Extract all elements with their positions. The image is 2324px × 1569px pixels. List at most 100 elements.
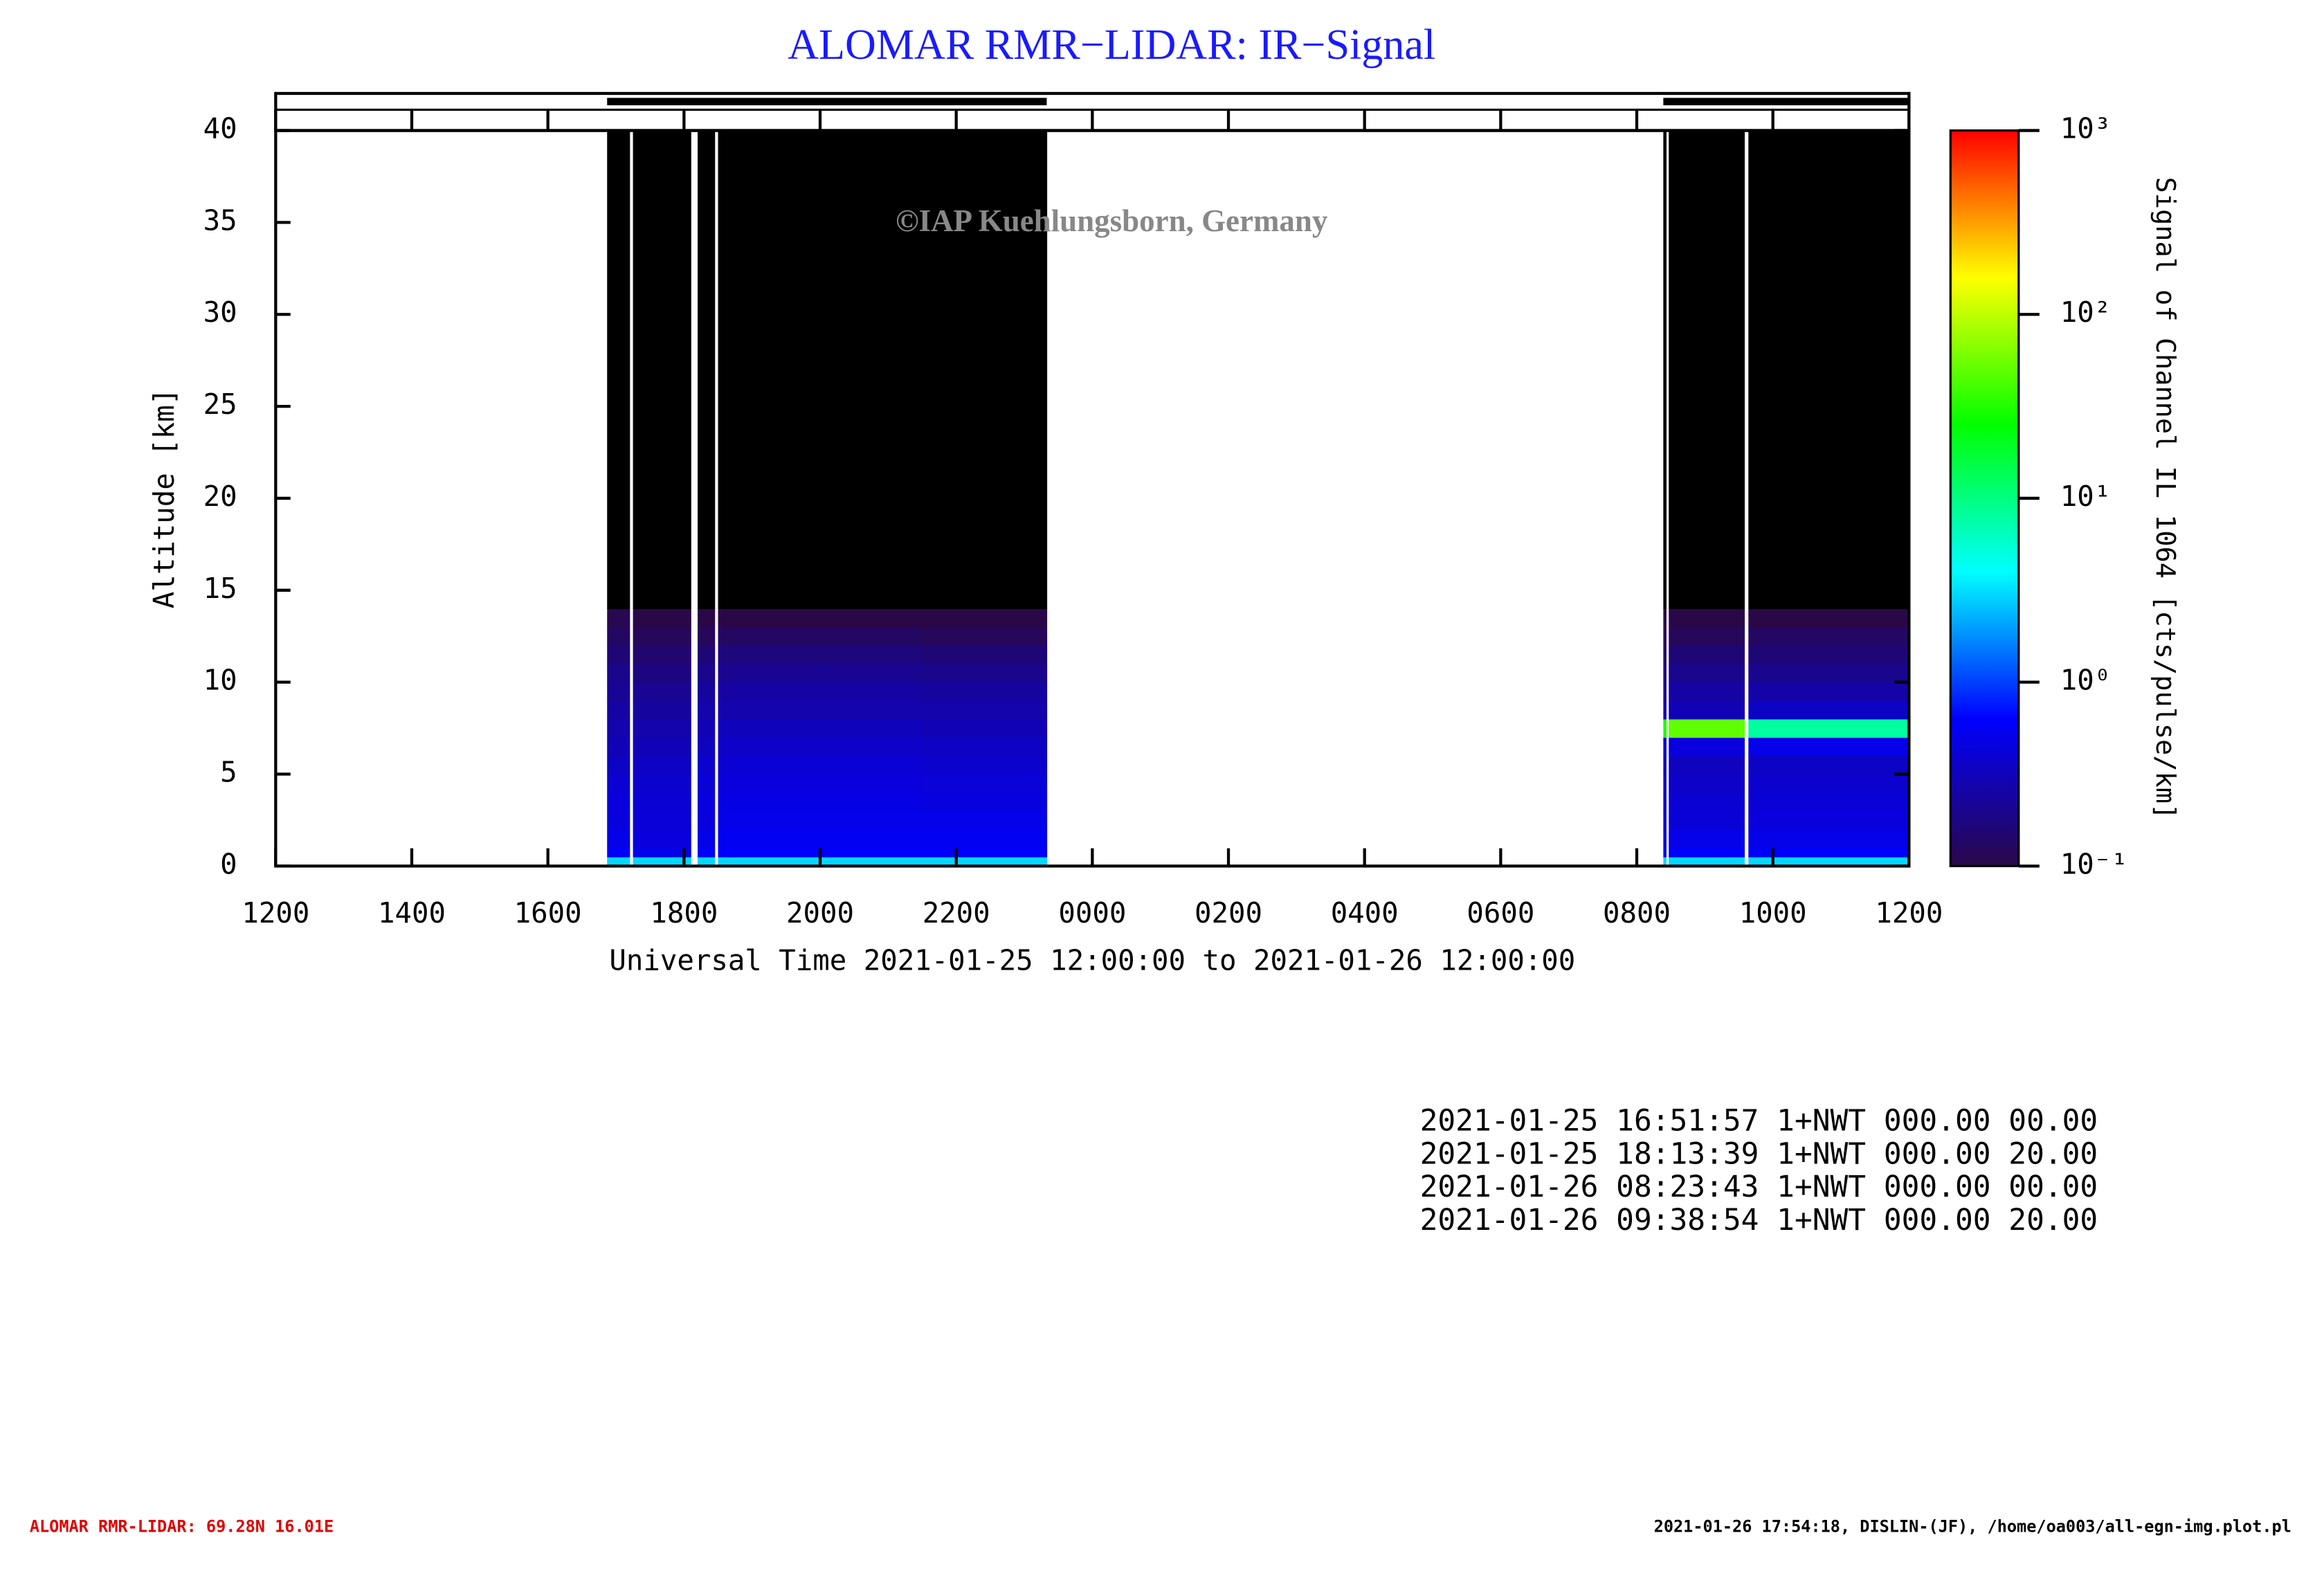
heat-cell bbox=[607, 755, 630, 775]
info-line: 2021-01-26 09:38:54 1+NWT 000.00 20.00 bbox=[1420, 1203, 2098, 1237]
y-tick-label: 5 bbox=[220, 755, 237, 788]
y-axis-label: Altitude [km] bbox=[147, 388, 181, 609]
heat-cell bbox=[820, 682, 923, 701]
heat-cell bbox=[1669, 626, 1745, 646]
heat-cell bbox=[820, 737, 923, 756]
heat-cell bbox=[633, 755, 691, 775]
heat-cell bbox=[718, 792, 821, 812]
heat-cell bbox=[1669, 810, 1745, 830]
heat-cell bbox=[820, 645, 923, 664]
heat-cell bbox=[633, 829, 691, 849]
heat-cell bbox=[698, 682, 716, 701]
heat-cell bbox=[607, 718, 630, 738]
heat-cell bbox=[1663, 755, 1667, 775]
heat-cell bbox=[633, 682, 691, 701]
y-tick-label: 20 bbox=[203, 480, 237, 513]
heat-cell bbox=[922, 130, 1048, 610]
y-tick-label: 15 bbox=[203, 572, 237, 605]
heat-cell bbox=[718, 810, 821, 830]
heat-cell bbox=[1669, 130, 1745, 610]
heat-cell bbox=[1663, 682, 1667, 701]
heat-cell bbox=[698, 130, 716, 610]
heat-cell bbox=[922, 847, 1048, 858]
x-tick-label: 2200 bbox=[923, 896, 990, 929]
heat-cell bbox=[633, 737, 691, 756]
heat-cell bbox=[718, 847, 821, 858]
heat-cell bbox=[1663, 737, 1667, 756]
heat-cell bbox=[1748, 718, 1909, 738]
x-tick-label: 2000 bbox=[786, 896, 854, 929]
heat-cell bbox=[607, 645, 630, 664]
chart-title: ALOMAR RMR−LIDAR: IR−Signal bbox=[788, 21, 1435, 69]
heat-cell bbox=[1748, 608, 1909, 628]
heat-cell bbox=[820, 130, 923, 610]
x-tick-label: 1200 bbox=[1875, 896, 1943, 929]
colorbar-tick-label: 10² bbox=[2060, 296, 2111, 329]
heat-cell bbox=[1748, 857, 1909, 867]
heat-cell bbox=[1748, 847, 1909, 858]
heat-cell bbox=[607, 608, 630, 628]
x-tick-label: 0200 bbox=[1195, 896, 1262, 929]
period-bar bbox=[1663, 98, 1909, 106]
heat-cell bbox=[1748, 700, 1909, 720]
x-tick-label: 0600 bbox=[1467, 896, 1534, 929]
heat-cell bbox=[922, 810, 1048, 830]
period-bar bbox=[607, 98, 1047, 106]
heat-cell bbox=[820, 847, 923, 858]
colorbar-tick-label: 10⁻¹ bbox=[2060, 847, 2128, 880]
heat-cell bbox=[1663, 792, 1667, 812]
heat-cell bbox=[633, 664, 691, 683]
heat-cell bbox=[607, 664, 630, 683]
heat-cell bbox=[698, 755, 716, 775]
heat-cell bbox=[922, 857, 1048, 867]
y-tick-label: 30 bbox=[203, 296, 237, 329]
x-tick-label: 1600 bbox=[514, 896, 582, 929]
heat-cell bbox=[607, 810, 630, 830]
heat-cell bbox=[1748, 682, 1909, 701]
heat-cell bbox=[633, 130, 691, 610]
heat-cell bbox=[718, 626, 821, 646]
heat-cell bbox=[1748, 792, 1909, 812]
heat-cell bbox=[718, 718, 821, 738]
heat-cell bbox=[607, 737, 630, 756]
heat-cell bbox=[1748, 664, 1909, 683]
heat-cell bbox=[1663, 847, 1667, 858]
heat-cell bbox=[718, 130, 821, 610]
heat-cell bbox=[718, 774, 821, 793]
heat-cell bbox=[718, 829, 821, 849]
heat-cell bbox=[922, 645, 1048, 664]
heat-cell bbox=[607, 847, 630, 858]
heat-cell bbox=[718, 737, 821, 756]
heat-cell bbox=[633, 608, 691, 628]
y-tick-label: 10 bbox=[203, 664, 237, 697]
x-tick-label: 0800 bbox=[1603, 896, 1671, 929]
heat-cell bbox=[922, 682, 1048, 701]
heat-cell bbox=[1663, 810, 1667, 830]
heat-cell bbox=[698, 645, 716, 664]
x-tick-label: 0000 bbox=[1058, 896, 1126, 929]
heat-cell bbox=[698, 774, 716, 793]
heat-cell bbox=[820, 626, 923, 646]
heat-cell bbox=[922, 737, 1048, 756]
heat-cell bbox=[633, 857, 691, 867]
heat-cell bbox=[1663, 700, 1667, 720]
heat-cell bbox=[1748, 829, 1909, 849]
heat-cell bbox=[718, 682, 821, 701]
heat-cell bbox=[1669, 774, 1745, 793]
heat-cell bbox=[1669, 829, 1745, 849]
heat-cell bbox=[698, 857, 716, 867]
heat-cell bbox=[1669, 700, 1745, 720]
colorbar-label: Signal of Channel IL 1064 [cts/pulse/km] bbox=[2150, 177, 2181, 820]
heat-cell bbox=[718, 608, 821, 628]
heat-cell bbox=[922, 718, 1048, 738]
heat-cell bbox=[1748, 774, 1909, 793]
x-tick-label: 1400 bbox=[378, 896, 446, 929]
heat-cell bbox=[607, 626, 630, 646]
x-tick-label: 0400 bbox=[1331, 896, 1399, 929]
x-tick-label: 1000 bbox=[1739, 896, 1807, 929]
x-tick-label: 1800 bbox=[650, 896, 718, 929]
heat-cell bbox=[1669, 718, 1745, 738]
heat-cell bbox=[698, 847, 716, 858]
